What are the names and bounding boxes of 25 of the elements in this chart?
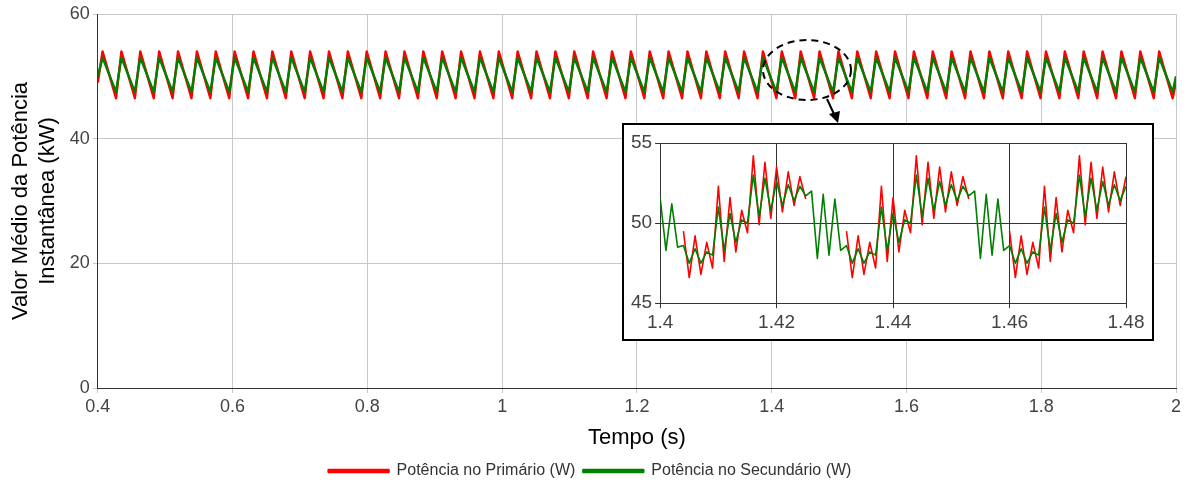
x-tick-label: 1.8 bbox=[1028, 395, 1054, 416]
x-tick-label: 2 bbox=[1170, 395, 1182, 416]
x-tick-label: 0.4 bbox=[85, 395, 111, 416]
x-tick-label: 1.42 bbox=[758, 310, 796, 332]
y-tick-label: 45 bbox=[630, 291, 653, 313]
x-tick-label: 1.6 bbox=[893, 395, 919, 416]
x-tick-label: 1.46 bbox=[991, 310, 1029, 332]
y-axis-title: Valor Médio da Potência Instantânea (kW) bbox=[7, 81, 59, 321]
x-axis-title: Tempo (s) bbox=[588, 423, 686, 449]
y-tick-label: 40 bbox=[69, 127, 90, 148]
y-tick-label: 50 bbox=[630, 211, 653, 233]
legend-label: Potência no Primário (W) bbox=[396, 461, 576, 479]
x-tick-label: 1.4 bbox=[646, 310, 674, 332]
y-tick-label: 60 bbox=[69, 2, 90, 23]
x-tick-label: 1.44 bbox=[874, 310, 912, 332]
y-tick-label: 0 bbox=[79, 376, 90, 397]
x-tick-label: 1.4 bbox=[759, 395, 785, 416]
x-tick-label: 1.48 bbox=[1107, 310, 1145, 332]
y-tick-label: 20 bbox=[69, 252, 90, 273]
x-tick-label: 0.8 bbox=[354, 395, 380, 416]
legend-label: Potência no Secundário (W) bbox=[651, 461, 852, 479]
x-tick-label: 0.6 bbox=[220, 395, 246, 416]
x-tick-label: 1 bbox=[497, 395, 508, 416]
x-tick-label: 1.2 bbox=[624, 395, 650, 416]
y-tick-label: 55 bbox=[630, 131, 653, 153]
